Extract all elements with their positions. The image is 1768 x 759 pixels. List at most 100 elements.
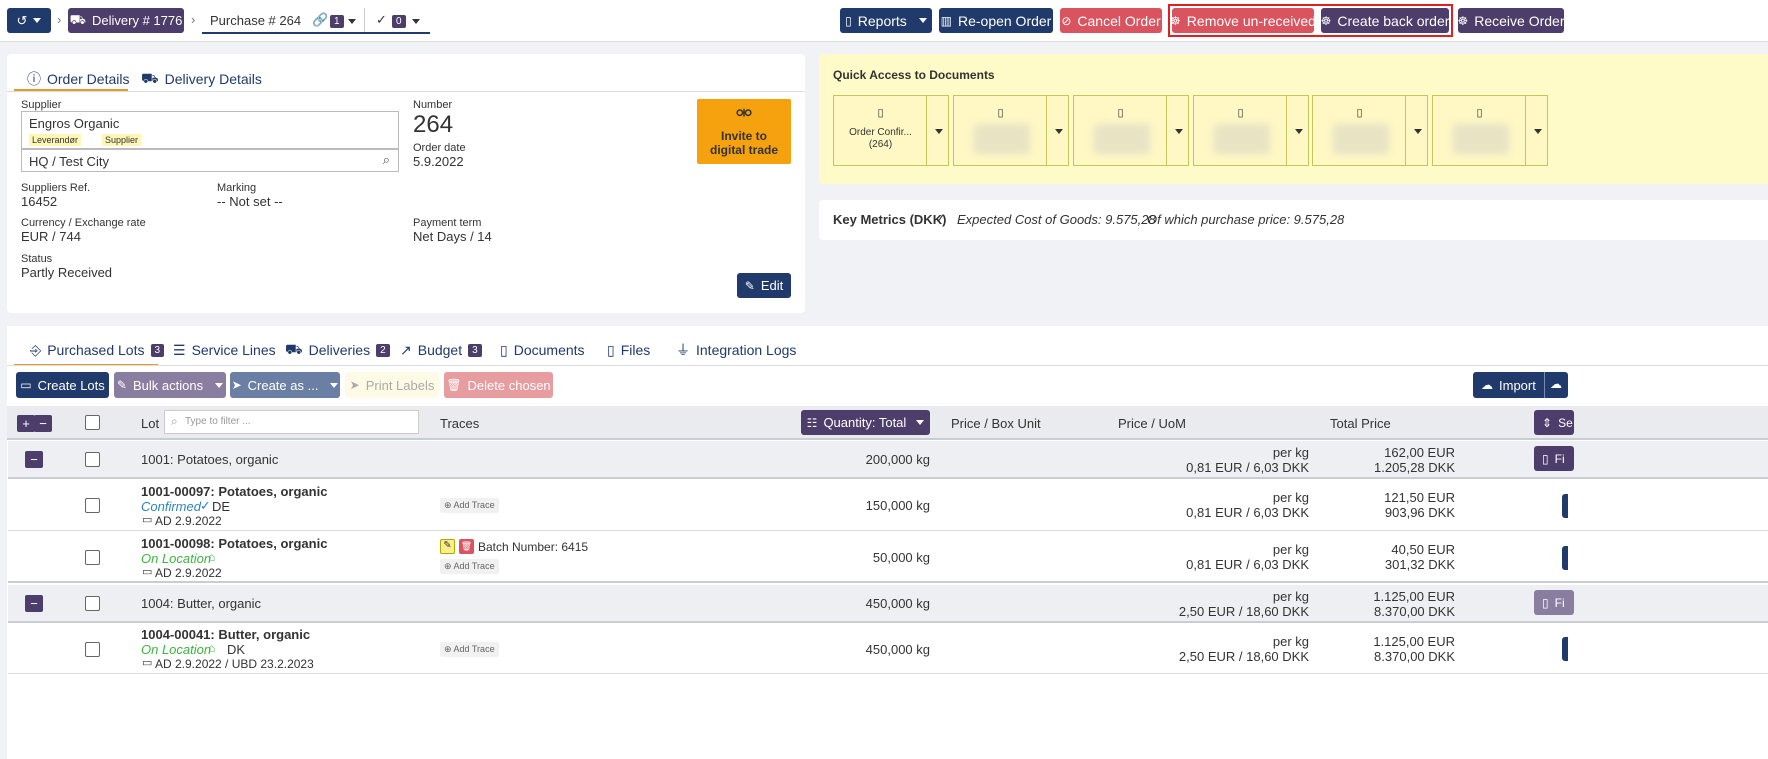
tab-budget[interactable]: ↗ Budget 3: [400, 340, 482, 360]
row-checkbox[interactable]: [85, 498, 100, 513]
quantity-value: 450,000 kg: [865, 596, 930, 611]
reports-button[interactable]: ▯ Reports: [840, 8, 932, 33]
chevron-down-icon[interactable]: [1414, 129, 1422, 134]
select-all-checkbox[interactable]: [85, 415, 100, 430]
quantity-total-button[interactable]: ☷ Quantity: Total: [801, 410, 930, 435]
document-tile[interactable]: ▯: [953, 95, 1069, 166]
tab-files[interactable]: ▯ Files: [607, 341, 651, 359]
chevron-down-icon[interactable]: [1175, 129, 1183, 134]
warehouse-icon: ⌂: [208, 641, 216, 655]
chevron-down-icon[interactable]: [935, 129, 943, 134]
tab-integration-logs[interactable]: ⏚ Integration Logs: [676, 342, 797, 358]
lot-status: On Location: [141, 642, 212, 657]
quantity-value: 150,000 kg: [865, 498, 930, 513]
cloud-download-icon[interactable]: ☁: [1550, 377, 1562, 391]
row-checkbox[interactable]: [85, 642, 100, 657]
reopen-order-button[interactable]: ▥ Re-open Order: [939, 8, 1053, 33]
create-back-order-button[interactable]: ☸ Create back order: [1321, 8, 1449, 33]
marking-label: Marking: [217, 182, 257, 194]
print-labels-button[interactable]: ➤ Print Labels: [345, 372, 439, 398]
collapse-group-button[interactable]: −: [25, 595, 43, 612]
edit-button[interactable]: ✎ Edit: [737, 273, 791, 298]
search-icon[interactable]: ⌕: [382, 152, 390, 167]
hands-icon: ☸: [1457, 13, 1469, 28]
edit-trace-icon[interactable]: ✎: [440, 539, 455, 554]
tab-deliveries[interactable]: ⛟ Deliveries 2: [285, 340, 390, 360]
document-tile[interactable]: ▯ Order Confir... (264): [833, 95, 949, 166]
history-button[interactable]: ↺: [7, 8, 51, 33]
import-button[interactable]: ☁ Import: [1473, 372, 1568, 398]
delete-trace-icon[interactable]: 🗑: [459, 539, 474, 554]
document-tile[interactable]: ▯: [1073, 95, 1189, 166]
remove-unreceived-button[interactable]: ☸ Remove un-received: [1170, 8, 1316, 33]
warehouse-icon: ⌂: [208, 550, 216, 564]
row-action-button[interactable]: [1562, 546, 1568, 570]
document-tile[interactable]: ▯: [1193, 95, 1309, 166]
document-open[interactable]: ▯: [1074, 96, 1167, 165]
row-action-button[interactable]: [1562, 494, 1568, 518]
row-action-button[interactable]: [1562, 637, 1568, 661]
tab-purchased-lots[interactable]: ⎆ Purchased Lots 3: [30, 340, 165, 360]
create-lots-button[interactable]: ▭ Create Lots: [16, 372, 109, 398]
bulk-actions-button[interactable]: ✎ Bulk actions: [114, 372, 226, 398]
tab-order-details[interactable]: ⓘ Order Details: [27, 71, 130, 87]
cancel-order-button[interactable]: ⊘ Cancel Order: [1060, 8, 1162, 33]
chevron-down-icon[interactable]: [412, 19, 420, 24]
add-trace-button[interactable]: ⊕ Add Trace: [440, 642, 499, 657]
supplier-field[interactable]: Engros Organic Leverandør Supplier: [21, 111, 399, 149]
total-line1: 40,50 EUR: [1391, 542, 1455, 557]
add-trace-button[interactable]: ⊕ Add Trace: [440, 498, 499, 513]
link-icon: 🔗: [312, 12, 329, 27]
calendar-icon: ▭: [20, 378, 32, 392]
location-field[interactable]: HQ / Test City ⌕: [21, 149, 399, 172]
price-uom-line2: 0,81 EUR / 6,03 DKK: [1186, 557, 1309, 572]
hands-icon: ☸: [1170, 13, 1181, 28]
lot-name: 1004-00041: Butter, organic: [141, 627, 311, 642]
file-icon: ▯: [997, 107, 1004, 119]
invite-digital-trade-button[interactable]: ⚮ Invite to digital trade: [697, 99, 791, 164]
cloud-upload-icon: ☁: [1481, 378, 1493, 392]
blurred-document-name: [1094, 124, 1150, 154]
add-trace-button[interactable]: ⊕ Add Trace: [440, 559, 499, 574]
total-price-header: Total Price: [1330, 416, 1391, 431]
lot-filter-input[interactable]: ⌕ Type to filter ...: [164, 410, 419, 434]
tab-documents[interactable]: ▯ Documents: [500, 341, 585, 359]
key-metrics-title: Key Metrics (DKK): [833, 212, 947, 227]
create-as-button[interactable]: ➤ Create as ...: [230, 372, 340, 398]
document-tile[interactable]: ▯: [1312, 95, 1428, 166]
chevron-down-icon[interactable]: [1055, 129, 1063, 134]
row-checkbox[interactable]: [85, 550, 100, 565]
delete-chosen-button[interactable]: 🗑 Delete chosen: [444, 372, 553, 398]
table-row: [8, 441, 1768, 479]
settings-column-button[interactable]: ⇕ Se: [1534, 410, 1574, 435]
row-file-button[interactable]: ▯ Fi: [1534, 446, 1574, 471]
checks-count-badge: 0: [392, 15, 406, 28]
document-open[interactable]: ▯ Order Confir... (264): [834, 96, 927, 165]
document-open[interactable]: ▯: [1433, 96, 1526, 165]
tab-service-lines[interactable]: ☰ Service Lines: [173, 341, 276, 359]
chevron-down-icon[interactable]: [1534, 129, 1542, 134]
expand-all-button[interactable]: +: [17, 415, 35, 432]
file-icon: ▯: [1542, 451, 1549, 466]
row-file-button[interactable]: ▯ Fi: [1534, 590, 1574, 615]
delivery-crumb-button[interactable]: ⛟ Delivery # 1776: [68, 8, 184, 33]
document-open[interactable]: ▯: [954, 96, 1047, 165]
document-tile[interactable]: ▯: [1432, 95, 1548, 166]
row-checkbox[interactable]: [85, 596, 100, 611]
receive-order-button[interactable]: ☸ Receive Order: [1457, 8, 1565, 33]
collapse-all-button[interactable]: −: [34, 415, 52, 432]
chart-line-icon: ↗: [400, 341, 412, 358]
document-open[interactable]: ▯: [1313, 96, 1406, 165]
blurred-document-name: [974, 124, 1030, 154]
chevron-down-icon[interactable]: [348, 19, 356, 24]
sliders-icon: ☷: [806, 415, 818, 430]
chevron-down-icon[interactable]: [1295, 129, 1303, 134]
document-open[interactable]: ▯: [1194, 96, 1287, 165]
row-checkbox[interactable]: [85, 452, 100, 467]
price-uom-line2: 0,81 EUR / 6,03 DKK: [1186, 505, 1309, 520]
purchase-crumb[interactable]: Purchase # 264 🔗 1 ✓ 0: [202, 8, 430, 34]
tab-delivery-details[interactable]: ⛟ Delivery Details: [141, 69, 262, 88]
supplier-name: Engros Organic: [29, 116, 120, 131]
check-icon: ✓: [376, 12, 387, 27]
collapse-group-button[interactable]: −: [25, 451, 43, 468]
